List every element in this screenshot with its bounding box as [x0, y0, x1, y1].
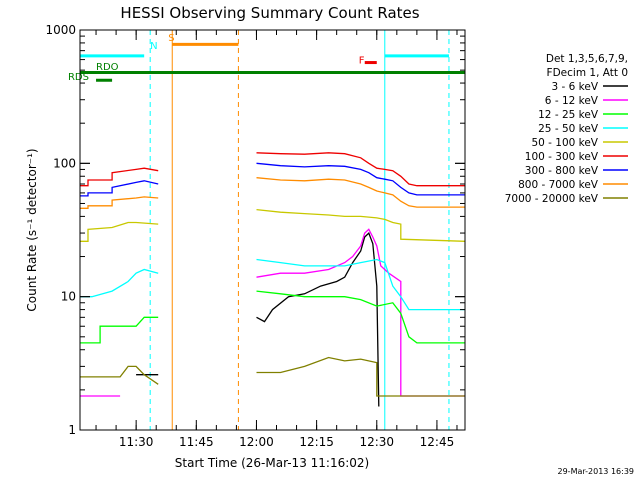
y-axis-label: Count Rate (s⁻¹ detector⁻¹) — [25, 148, 39, 311]
series-line-7 — [80, 177, 465, 209]
annotation-3: RDO — [96, 62, 119, 73]
plot-area: SN F RDO RDS — [68, 30, 466, 430]
series-line-5 — [80, 152, 465, 187]
legend-label-6: 300 - 800 keV — [525, 165, 599, 177]
y-tick-label-2: 100 — [53, 156, 76, 170]
series-line-8 — [80, 356, 465, 397]
series-line-4 — [80, 208, 466, 242]
x-axis: 11:30 11:45 12:00 12:15 12:30 12:45 — [95, 30, 458, 449]
legend-label-3: 25 - 50 keV — [538, 123, 599, 135]
series-line-6 — [80, 162, 465, 197]
legend-label-8: 7000 - 20000 keV — [505, 193, 599, 205]
y-axis: 1 10 100 1000 — [45, 23, 465, 437]
series-line-1 — [80, 228, 465, 397]
chart-title: HESSI Observing Summary Count Rates — [120, 4, 419, 22]
legend-label-2: 12 - 25 keV — [538, 109, 599, 121]
plot-frame — [79, 29, 466, 431]
annotation-1: N — [150, 41, 157, 52]
annotation-0: S — [168, 33, 174, 44]
x-tick-label-3: 12:15 — [299, 435, 334, 449]
x-tick-label-5: 12:45 — [420, 435, 455, 449]
series-line-3 — [80, 258, 465, 311]
x-axis-label: Start Time (26-Mar-13 11:16:02) — [175, 456, 369, 470]
x-tick-label-0: 11:30 — [119, 435, 154, 449]
series-line-2 — [80, 290, 465, 344]
timestamp: 29-Mar-2013 16:39 — [558, 467, 635, 476]
legend-header-line2: FDecim 1, Att 0 — [547, 67, 628, 79]
y-tick-label-0: 1 — [68, 423, 76, 437]
x-tick-label-2: 12:00 — [239, 435, 274, 449]
x-tick-label-4: 12:30 — [359, 435, 394, 449]
annotation-2: F — [359, 56, 365, 67]
legend-header-line1: Det 1,3,5,6,7,9, — [546, 53, 628, 65]
legend-label-7: 800 - 7000 keV — [518, 179, 599, 191]
series-line-0 — [136, 231, 380, 407]
legend-label-1: 6 - 12 keV — [545, 95, 599, 107]
legend-label-4: 50 - 100 keV — [531, 137, 598, 149]
legend-label-0: 3 - 6 keV — [551, 81, 598, 93]
y-tick-label-3: 1000 — [45, 23, 76, 37]
x-tick-label-1: 11:45 — [179, 435, 214, 449]
legend: Det 1,3,5,6,7,9, FDecim 1, Att 0 3 - 6 k… — [505, 53, 628, 205]
annotation-4: RDS — [68, 72, 89, 83]
y-tick-label-1: 10 — [61, 290, 76, 304]
legend-label-5: 100 - 300 keV — [525, 151, 599, 163]
